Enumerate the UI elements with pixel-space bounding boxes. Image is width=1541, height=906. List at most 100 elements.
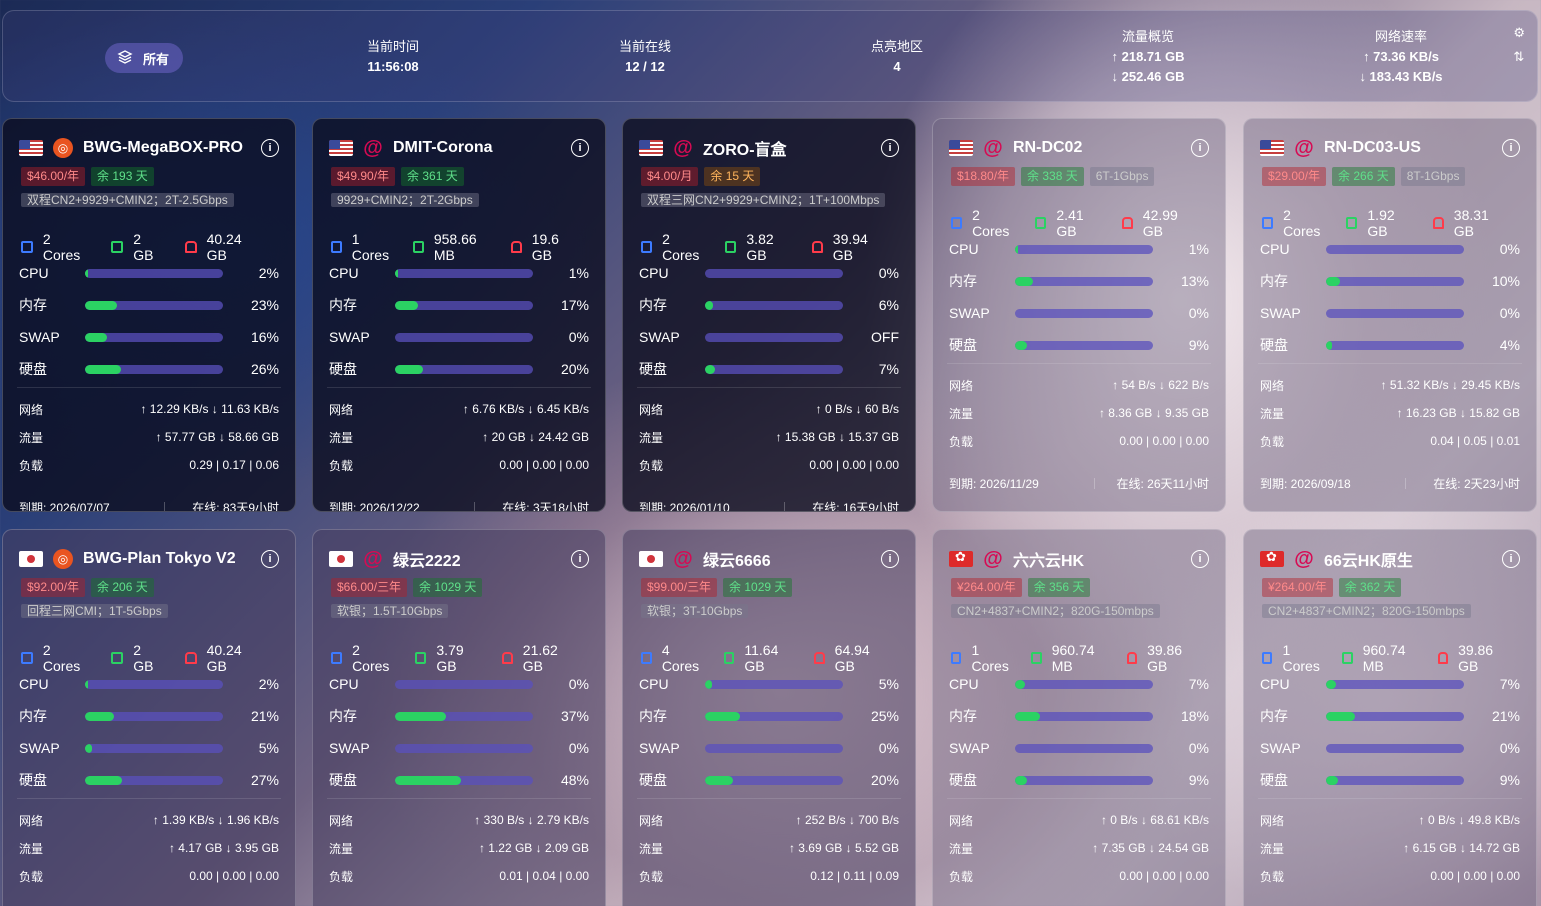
card-tags: ¥264.00/年 余 362 天: [1262, 578, 1402, 597]
cpu-usage-bar: [1015, 679, 1153, 689]
debian-logo-icon: @: [1294, 547, 1314, 570]
load-average-row: 负载 0.00 | 0.00 | 0.00: [329, 457, 589, 473]
cpu-usage-label: CPU: [329, 676, 359, 692]
card-tags: $92.00/年 余 206 天: [21, 578, 154, 597]
memory-usage-bar-fill: [395, 300, 419, 310]
plan-note-badge: 软银；1.5T-10Gbps: [331, 604, 449, 618]
network-speed-label: 网络: [949, 378, 974, 393]
memory-usage-bar: [85, 711, 223, 721]
traffic-total-value: ↑ 7.35 GB ↓ 24.54 GB: [1092, 841, 1209, 855]
memory-icon: [1035, 217, 1047, 229]
network-speed-label: 网络: [949, 813, 974, 828]
info-icon[interactable]: i: [1502, 550, 1520, 568]
info-icon[interactable]: i: [881, 550, 899, 568]
cpu-usage-bar: [395, 679, 533, 689]
memory-usage-percent: 37%: [560, 708, 589, 724]
card-tags: $4.00/月 余 15 天: [641, 167, 761, 186]
disk-icon: [1437, 652, 1449, 664]
cpu-chip-icon: [331, 241, 342, 253]
card-header: @ 66云HK原生 i: [1260, 548, 1520, 570]
remaining-days-badge: 余 206 天: [91, 578, 154, 597]
plan-note-badge: 软银；3T-10Gbps: [641, 604, 749, 618]
cpu-usage-label: CPU: [949, 676, 979, 692]
server-card[interactable]: @ RN-DC03-US i $29.00/年 余 266 天 8T-1Gbps…: [1243, 118, 1537, 512]
swap-usage-bar: [1015, 308, 1153, 318]
server-card[interactable]: @ 66云HK原生 i ¥264.00/年 余 362 天 CN2+4837+C…: [1243, 529, 1537, 906]
info-icon[interactable]: i: [571, 139, 589, 157]
traffic-total-value: ↑ 1.22 GB ↓ 2.09 GB: [478, 841, 589, 855]
swap-usage-bar: [1015, 743, 1153, 753]
plan-note-badge: CN2+4837+CMIN2；820G-150mbps: [951, 604, 1160, 618]
server-card[interactable]: @ ZORO-盲盒 i $4.00/月 余 15 天 双程三网CN2+9929+…: [622, 118, 916, 512]
disk-usage-bar-fill: [85, 364, 121, 374]
info-icon[interactable]: i: [1191, 139, 1209, 157]
expire-date: 到期: 2026/01/10: [639, 500, 730, 512]
disk-icon: [1121, 217, 1133, 229]
traffic-total-label: 流量: [329, 841, 354, 856]
server-card[interactable]: @ 绿云6666 i $99.00/三年 余 1029 天 软银；3T-10Gb…: [622, 529, 916, 906]
server-card[interactable]: @ DMIT-Corona i $49.90/年 余 361 天 9929+CM…: [312, 118, 606, 512]
plan-badge: 6T-1Gbps: [1089, 167, 1155, 186]
traffic-total-label: 流量: [19, 841, 44, 856]
cpu-chip-icon: [21, 241, 33, 253]
load-average-label: 负载: [329, 458, 354, 473]
disk-usage-label: 硬盘: [1260, 337, 1288, 353]
divider: [1258, 798, 1522, 799]
traffic-overview-down: ↓ 252.46 GB: [1111, 69, 1185, 84]
server-name: 绿云6666: [703, 553, 771, 570]
cpu-cores: 2 Cores: [352, 642, 390, 674]
network-speed-row: 网络 ↑ 1.39 KB/s ↓ 1.96 KB/s: [19, 812, 279, 828]
disk-total: 42.99 GB: [1142, 207, 1178, 239]
load-average-value: 0.00 | 0.00 | 0.00: [1119, 869, 1209, 883]
cpu-cores: 2 Cores: [662, 231, 700, 263]
resource-summary: 4 Cores 11.64 GB 64.94 GB: [641, 642, 899, 674]
current-time-value: 11:56:08: [367, 59, 419, 74]
group-filter-all[interactable]: 所有: [105, 43, 184, 73]
server-card[interactable]: @ 绿云2222 i $66.00/三年 余 1029 天 软银；1.5T-10…: [312, 529, 606, 906]
sort-icon[interactable]: ⇅: [1513, 49, 1525, 64]
traffic-total-value: ↑ 57.77 GB ↓ 58.66 GB: [155, 430, 279, 444]
info-icon[interactable]: i: [1191, 550, 1209, 568]
cpu-usage-row: CPU 7%: [949, 674, 1209, 694]
card-header: @ ZORO-盲盒 i: [639, 137, 899, 159]
cpu-usage-row: CPU 2%: [19, 263, 279, 283]
disk-usage-bar: [395, 775, 533, 785]
divider: [17, 387, 281, 388]
info-icon[interactable]: i: [261, 550, 279, 568]
memory-usage-bar-fill: [1015, 711, 1040, 721]
cpu-cores: 1 Cores: [971, 642, 1009, 674]
expire-date: 到期: 2026/09/18: [1260, 476, 1351, 491]
cpu-usage-percent: 0%: [878, 265, 899, 281]
memory-usage-bar: [395, 711, 533, 721]
expire-date: 到期: 2026/12/22: [329, 500, 420, 512]
disk-usage-bar-fill: [1326, 340, 1332, 350]
card-footer: 到期: 2026/09/18 在线: 2天23小时: [1260, 475, 1520, 491]
load-average-value: 0.12 | 0.11 | 0.09: [810, 869, 899, 883]
network-speed-value: ↑ 0 B/s ↓ 60 B/s: [815, 402, 899, 416]
server-card[interactable]: ◎ BWG-MegaBOX-PRO i $46.00/年 余 193 天 双程C…: [2, 118, 296, 512]
server-card[interactable]: ◎ BWG-Plan Tokyo V2 i $92.00/年 余 206 天 回…: [2, 529, 296, 906]
server-card[interactable]: @ 六六云HK i ¥264.00/年 余 356 天 CN2+4837+CMI…: [932, 529, 1226, 906]
memory-usage-label: 内存: [19, 297, 47, 313]
plan-note-badge: 双程三网CN2+9929+CMIN2；1T+100Mbps: [641, 193, 886, 207]
info-icon[interactable]: i: [261, 139, 279, 157]
server-card[interactable]: @ RN-DC02 i $18.80/年 余 338 天 6T-1Gbps 2 …: [932, 118, 1226, 512]
swap-usage-row: SWAP 0%: [949, 738, 1209, 758]
debian-logo-icon: @: [1294, 136, 1314, 159]
load-average-value: 0.00 | 0.00 | 0.00: [189, 869, 279, 883]
disk-usage-bar: [705, 364, 843, 374]
cpu-usage-percent: 7%: [1499, 676, 1520, 692]
settings-sliders-icon[interactable]: ⚙: [1513, 25, 1525, 40]
info-icon[interactable]: i: [1502, 139, 1520, 157]
current-time: 当前时间 11:56:08: [343, 37, 443, 77]
price-badge: ¥264.00/年: [951, 578, 1022, 597]
memory-total: 960.74 MB: [1362, 642, 1406, 674]
traffic-total-row: 流量 ↑ 4.17 GB ↓ 3.95 GB: [19, 840, 279, 856]
memory-usage-bar-fill: [1326, 276, 1340, 286]
disk-usage-label: 硬盘: [639, 772, 667, 788]
info-icon[interactable]: i: [881, 139, 899, 157]
memory-total: 960.74 MB: [1051, 642, 1095, 674]
disk-usage-percent: 9%: [1499, 772, 1520, 788]
swap-usage-bar: [1326, 743, 1464, 753]
info-icon[interactable]: i: [571, 550, 589, 568]
